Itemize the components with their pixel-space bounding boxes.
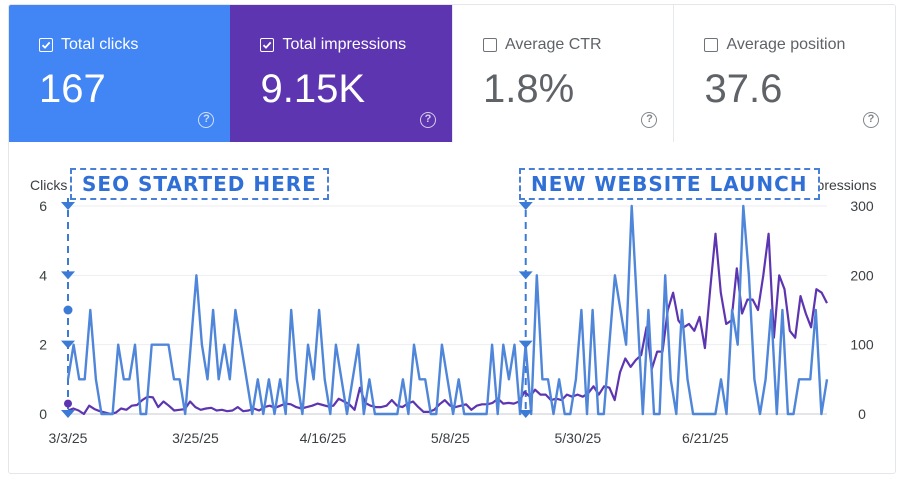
annotation-marker-icon <box>518 202 533 210</box>
annotation-new-website-launch: NEW WEBSITE LAUNCH <box>519 168 820 200</box>
annotation-marker-icon <box>61 340 75 349</box>
left-tick-label: 0 <box>39 406 47 422</box>
annotation-seo-started: SEO STARTED HERE <box>70 168 329 200</box>
annotation-marker-icon <box>61 271 75 280</box>
right-tick-label: 300 <box>850 198 874 214</box>
metric-label: Average CTR <box>504 36 602 53</box>
x-tick-label: 3/3/25 <box>49 430 88 446</box>
right-tick-label: 100 <box>850 337 874 353</box>
left-axis-title: Clicks <box>30 177 68 193</box>
chart-plot: 0 2 4 6 0 100 200 300 3/3/25 3/25/25 4/16/25 5/8/25… <box>39 198 874 446</box>
annotation-marker-icon <box>518 410 533 418</box>
x-tick-label: 6/21/25 <box>682 430 729 446</box>
metric-value: 1.8% <box>482 67 575 111</box>
metric-label: Total clicks <box>61 36 139 53</box>
annotation-marker-icon <box>61 410 75 418</box>
left-tick-label: 2 <box>39 337 47 353</box>
checkbox-unchecked-icon[interactable] <box>482 38 497 52</box>
metric-label: Total impressions <box>282 36 407 53</box>
metric-cards: Total clicks 167 ? Total impressions 9.1… <box>9 5 895 142</box>
right-tick-label: 200 <box>850 267 874 283</box>
impressions-series-line <box>67 232 828 416</box>
checkbox-unchecked-icon[interactable] <box>704 38 719 52</box>
impressions-point-marker <box>64 399 72 408</box>
metric-card-average-position[interactable]: Average position 37.6 ? <box>673 5 895 142</box>
metric-card-total-impressions[interactable]: Total impressions 9.15K ? <box>230 5 452 142</box>
performance-panel: Total clicks 167 ? Total impressions 9.1… <box>8 4 896 474</box>
annotation-marker-icon <box>61 202 75 210</box>
metric-value: 9.15K <box>260 67 366 111</box>
x-tick-label: 4/16/25 <box>300 430 347 446</box>
metric-header: Average CTR <box>482 36 602 54</box>
help-icon[interactable]: ? <box>863 112 879 128</box>
help-icon[interactable]: ? <box>198 112 215 128</box>
metric-value: 167 <box>39 67 106 111</box>
x-tick-label: 5/8/25 <box>431 430 470 446</box>
metric-header: Average position <box>704 36 845 54</box>
left-tick-label: 6 <box>39 198 47 214</box>
x-tick-label: 5/30/25 <box>555 430 602 446</box>
metric-header: Total impressions <box>260 36 406 54</box>
checkbox-checked-icon[interactable] <box>260 38 275 52</box>
checkbox-checked-icon[interactable] <box>39 38 53 52</box>
metric-card-average-ctr[interactable]: Average CTR 1.8% ? <box>451 5 674 142</box>
clicks-series-line <box>66 204 829 416</box>
right-tick-label: 0 <box>858 406 866 422</box>
clicks-point-marker <box>63 305 73 315</box>
left-tick-label: 4 <box>39 267 47 283</box>
annotation-marker-icon <box>518 340 533 349</box>
x-tick-label: 3/25/25 <box>172 430 219 446</box>
metric-card-total-clicks[interactable]: Total clicks 167 ? <box>9 5 231 142</box>
metric-value: 37.6 <box>704 67 783 111</box>
help-icon[interactable]: ? <box>641 112 658 128</box>
performance-chart: 0 2 4 6 0 100 200 300 3/3/25 3/25/25 4/16/25 5/8/25… <box>9 142 895 473</box>
annotation-marker-icon <box>518 271 533 280</box>
help-icon[interactable]: ? <box>419 112 436 128</box>
metric-header: Total clicks <box>39 36 138 54</box>
right-axis-title: Impressions <box>801 177 877 193</box>
metric-label: Average position <box>726 36 846 53</box>
